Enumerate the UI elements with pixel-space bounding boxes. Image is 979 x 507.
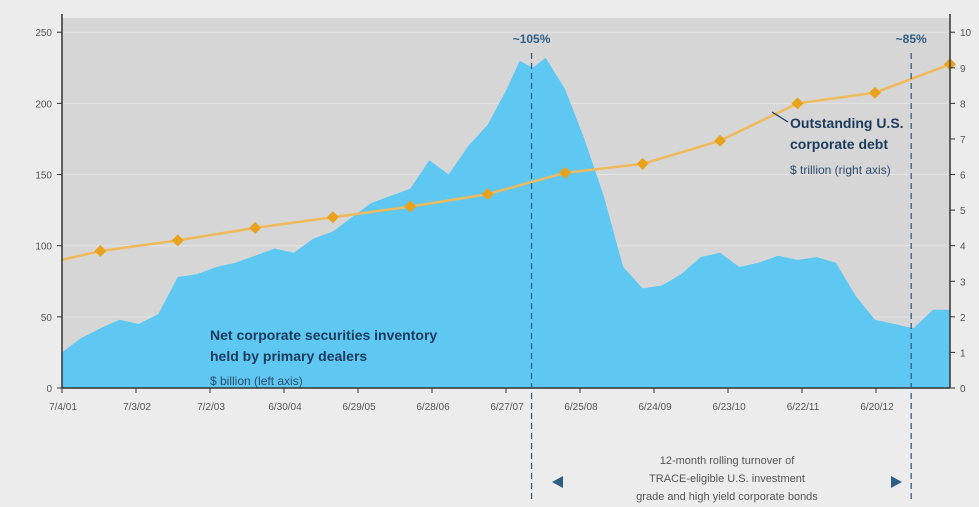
right-tick-label: 10 bbox=[960, 28, 972, 39]
right-tick-label: 9 bbox=[960, 64, 966, 75]
inventory-label-unit: $ billion (left axis) bbox=[210, 374, 303, 388]
right-tick-label: 2 bbox=[960, 313, 966, 324]
dealer-inventory-area bbox=[62, 57, 950, 389]
inventory-label-line2: held by primary dealers bbox=[210, 348, 367, 364]
debt-marker bbox=[791, 97, 804, 110]
debt-marker bbox=[559, 166, 572, 179]
right-tick-label: 0 bbox=[960, 384, 966, 395]
left-tick-label: 150 bbox=[35, 171, 52, 182]
turnover-label-line3: grade and high yield corporate bonds bbox=[636, 491, 818, 503]
annotation-labels: ~105% ~85% bbox=[513, 32, 927, 46]
left-tick-label: 250 bbox=[35, 28, 52, 39]
turnover-arrow-right bbox=[891, 476, 902, 488]
left-tick-label: 100 bbox=[35, 242, 52, 253]
right-tick-label: 4 bbox=[960, 242, 966, 253]
debt-marker bbox=[94, 245, 107, 258]
x-tick-label: 6/29/05 bbox=[342, 402, 376, 413]
turnover-label-line2: TRACE-eligible U.S. investment bbox=[649, 473, 805, 485]
right-tick-label: 6 bbox=[960, 171, 966, 182]
turnover-label-line1: 12-month rolling turnover of bbox=[660, 455, 795, 467]
right-tick-label: 3 bbox=[960, 277, 966, 288]
annotation-lines bbox=[530, 53, 912, 500]
left-tick-label: 200 bbox=[35, 99, 52, 110]
x-tick-label: 6/23/10 bbox=[712, 402, 746, 413]
left-tick-label: 50 bbox=[41, 313, 53, 324]
x-tick-label: 6/28/06 bbox=[416, 402, 450, 413]
debt-label-line2: corporate debt bbox=[790, 136, 888, 152]
right-tick-label: 5 bbox=[960, 206, 966, 217]
corporate-debt-markers bbox=[94, 58, 956, 258]
debt-marker bbox=[868, 86, 881, 99]
right-tick-label: 7 bbox=[960, 135, 966, 146]
debt-marker bbox=[714, 134, 727, 147]
annotation-label: ~105% bbox=[513, 32, 551, 46]
debt-marker bbox=[404, 200, 417, 213]
debt-label-leader bbox=[771, 111, 789, 123]
left-axis-ticks: 0 50 100 150 200 250 bbox=[35, 28, 62, 395]
x-tick-label: 6/30/04 bbox=[268, 402, 302, 413]
x-tick-label: 6/25/08 bbox=[564, 402, 598, 413]
right-tick-label: 8 bbox=[960, 99, 966, 110]
debt-marker bbox=[636, 157, 649, 170]
debt-marker bbox=[481, 188, 494, 201]
turnover-arrow-left bbox=[552, 476, 563, 488]
debt-marker bbox=[249, 221, 262, 234]
debt-marker bbox=[326, 211, 339, 224]
x-tick-label: 7/3/02 bbox=[123, 402, 151, 413]
x-tick-label: 6/24/09 bbox=[638, 402, 672, 413]
debt-label-unit: $ trillion (right axis) bbox=[790, 163, 891, 177]
x-axis-ticks: 7/4/01 7/3/02 7/2/03 6/30/04 6/29/05 6/28/06 6… bbox=[49, 388, 894, 413]
right-tick-label: 1 bbox=[960, 348, 966, 359]
x-tick-label: 6/20/12 bbox=[860, 402, 894, 413]
debt-label-line1: Outstanding U.S. bbox=[790, 115, 904, 131]
right-axis-ticks: 0 1 2 3 4 5 6 7 8 9 10 bbox=[950, 28, 972, 395]
x-tick-label: 7/4/01 bbox=[49, 402, 77, 413]
left-tick-label: 0 bbox=[46, 384, 52, 395]
x-tick-label: 7/2/03 bbox=[197, 402, 225, 413]
annotation-label: ~85% bbox=[896, 32, 927, 46]
inventory-label-line1: Net corporate securities inventory bbox=[210, 327, 437, 343]
debt-marker bbox=[171, 234, 184, 247]
x-tick-label: 6/22/11 bbox=[787, 402, 820, 413]
x-tick-label: 6/27/07 bbox=[490, 402, 524, 413]
